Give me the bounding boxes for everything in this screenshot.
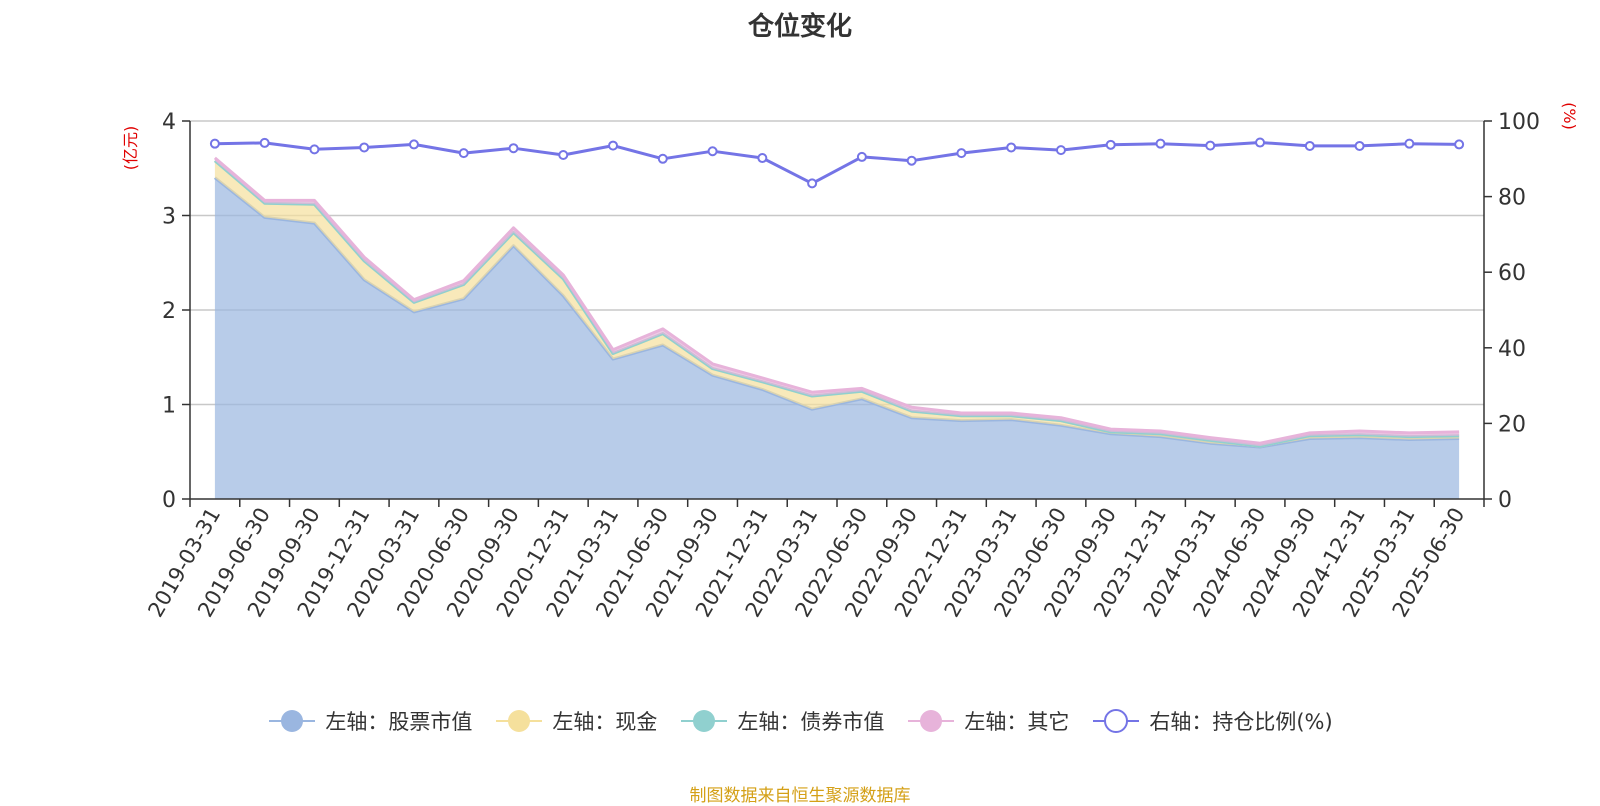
ratio-point bbox=[1155, 138, 1166, 149]
legend-item[interactable]: 右轴：持仓比例(%) bbox=[1091, 706, 1333, 736]
ratio-point bbox=[1205, 140, 1216, 151]
ratio-point bbox=[1055, 145, 1066, 156]
ratio-point bbox=[856, 151, 867, 162]
right-tick-label: 20 bbox=[1498, 412, 1526, 437]
stacked-areas bbox=[213, 156, 1460, 499]
ratio-point bbox=[608, 140, 619, 151]
ratio-point bbox=[906, 155, 917, 166]
ratio-point bbox=[657, 153, 668, 164]
right-tick-label: 80 bbox=[1498, 186, 1526, 211]
ratio-line-path bbox=[214, 141, 1460, 185]
ratio-point bbox=[458, 148, 469, 159]
legend-marker-icon bbox=[1093, 709, 1140, 733]
legend-item[interactable]: 左轴：现金 bbox=[494, 706, 657, 736]
ratio-point bbox=[1255, 137, 1266, 148]
area-series bbox=[214, 177, 1460, 499]
legend-label: 右轴：持仓比例(%) bbox=[1149, 710, 1333, 734]
left-tick-label: 0 bbox=[162, 488, 176, 513]
legend-label: 左轴：现金 bbox=[552, 710, 658, 734]
legend-item[interactable]: 左轴：股票市值 bbox=[267, 706, 472, 736]
ratio-point bbox=[1304, 140, 1315, 151]
area-series-edge bbox=[213, 156, 1460, 445]
ratio-point bbox=[1354, 140, 1365, 151]
legend-label: 左轴：其它 bbox=[964, 710, 1070, 734]
ratio-point bbox=[359, 142, 370, 153]
ratio-point bbox=[757, 153, 768, 164]
right-tick-label: 0 bbox=[1498, 488, 1512, 513]
right-axis-unit: (%) bbox=[1560, 102, 1579, 130]
legend-item[interactable]: 左轴：其它 bbox=[906, 706, 1069, 736]
legend-marker-icon bbox=[269, 710, 316, 732]
left-tick-label: 1 bbox=[162, 394, 176, 419]
ratio-point bbox=[558, 150, 569, 161]
ratio-point bbox=[309, 144, 320, 155]
chart-legend: 左轴：股票市值 左轴：现金 左轴：债券市值 左轴：其它 右轴：持仓比例(%) bbox=[0, 706, 1600, 736]
ratio-point bbox=[707, 146, 718, 157]
ratio-point bbox=[1105, 139, 1116, 150]
legend-marker-icon bbox=[496, 710, 543, 732]
right-tick-label: 60 bbox=[1498, 261, 1526, 286]
source-note: 制图数据来自恒生聚源数据库 bbox=[689, 786, 911, 806]
legend-label: 左轴：股票市值 bbox=[325, 710, 473, 734]
right-tick-label: 100 bbox=[1498, 110, 1540, 135]
chart-title: 仓位变化 bbox=[747, 12, 852, 42]
legend-item[interactable]: 左轴：债券市值 bbox=[679, 706, 884, 736]
ratio-point bbox=[956, 148, 967, 159]
ratio-point bbox=[1454, 139, 1465, 150]
ratio-point bbox=[209, 138, 220, 149]
ratio-point bbox=[408, 139, 419, 150]
legend-marker-icon bbox=[681, 710, 728, 732]
ratio-point bbox=[508, 143, 519, 154]
ratio-point bbox=[807, 178, 818, 189]
legend-marker-icon bbox=[908, 710, 955, 732]
left-tick-label: 2 bbox=[162, 299, 176, 324]
right-tick-label: 40 bbox=[1498, 337, 1526, 362]
left-tick-label: 3 bbox=[162, 205, 176, 230]
left-tick-label: 4 bbox=[162, 110, 176, 135]
ratio-point bbox=[1006, 142, 1017, 153]
legend-label: 左轴：债券市值 bbox=[737, 710, 885, 734]
ratio-point bbox=[259, 137, 270, 148]
ratio-point bbox=[1404, 138, 1415, 149]
position-ratio-line bbox=[209, 137, 1465, 189]
left-axis-unit: (亿元) bbox=[121, 126, 140, 171]
